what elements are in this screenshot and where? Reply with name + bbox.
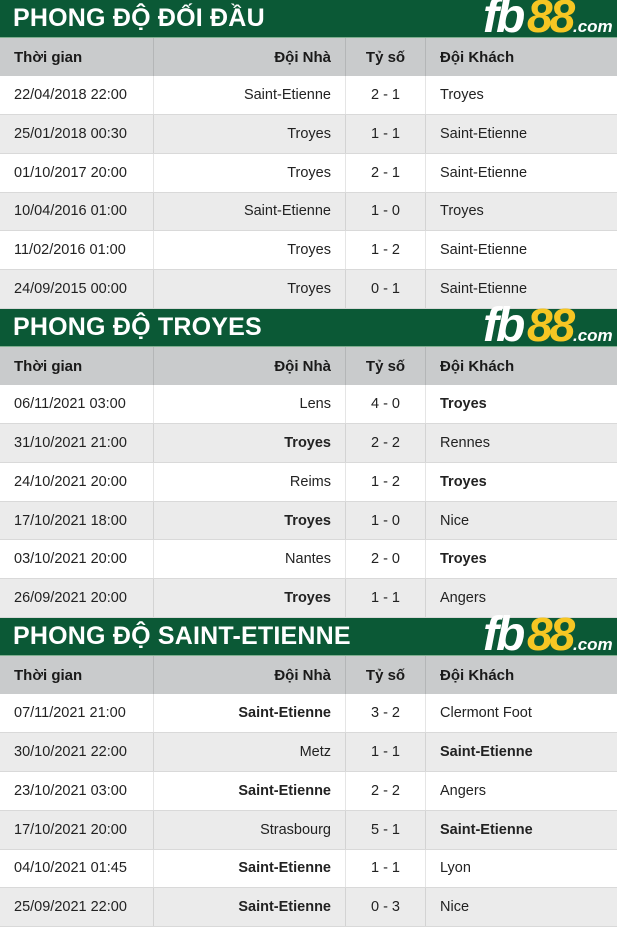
svg-text:fb: fb (483, 299, 524, 352)
svg-text:88: 88 (527, 608, 576, 660)
svg-text:.com: .com (573, 326, 613, 345)
svg-text:88: 88 (527, 0, 576, 42)
svg-text:88: 88 (527, 299, 576, 351)
svg-text:fb: fb (483, 608, 524, 661)
svg-text:.com: .com (573, 17, 613, 36)
svg-text:fb: fb (483, 0, 524, 43)
svg-text:.com: .com (573, 635, 613, 654)
